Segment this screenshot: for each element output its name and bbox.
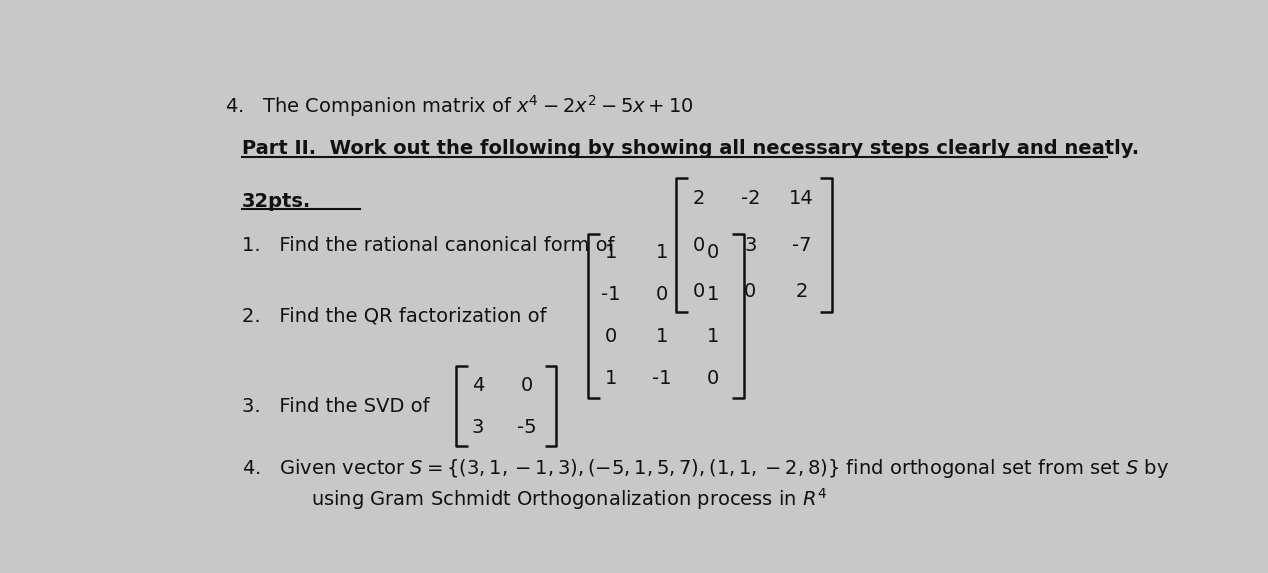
Text: 14: 14 — [789, 190, 814, 209]
Text: 0: 0 — [744, 282, 757, 301]
Text: 4.   Given vector $S = \{(3,1,-1,3),(-5,1,5,7),(1,1,-2,8)\}$ find orthogonal set: 4. Given vector $S = \{(3,1,-1,3),(-5,1,… — [242, 457, 1169, 480]
Text: using Gram Schmidt Orthogonalization process in $R^4$: using Gram Schmidt Orthogonalization pro… — [311, 486, 827, 512]
Text: 32pts.: 32pts. — [242, 193, 311, 211]
Text: 1: 1 — [656, 244, 668, 262]
Text: 2.   Find the QR factorization of: 2. Find the QR factorization of — [242, 307, 547, 325]
Text: 2: 2 — [795, 282, 808, 301]
Text: 0: 0 — [605, 327, 616, 346]
Text: 4: 4 — [472, 376, 484, 395]
Text: 2: 2 — [694, 190, 705, 209]
Text: 0: 0 — [706, 369, 719, 388]
Text: -2: -2 — [741, 190, 760, 209]
Text: -5: -5 — [517, 418, 536, 437]
Text: 1: 1 — [605, 244, 618, 262]
Text: 0: 0 — [656, 285, 668, 304]
Text: 0: 0 — [694, 282, 705, 301]
Text: -1: -1 — [652, 369, 672, 388]
Text: 0: 0 — [521, 376, 533, 395]
Text: 1.   Find the rational canonical form of: 1. Find the rational canonical form of — [242, 236, 615, 255]
Text: 3.   Find the SVD of: 3. Find the SVD of — [242, 397, 430, 416]
Text: 4.   The Companion matrix of $x^4 - 2x^2 - 5x + 10$: 4. The Companion matrix of $x^4 - 2x^2 -… — [226, 93, 694, 119]
Text: Part II.  Work out the following by showing all necessary steps clearly and neat: Part II. Work out the following by showi… — [242, 139, 1139, 158]
Text: 0: 0 — [706, 244, 719, 262]
Text: -1: -1 — [601, 285, 620, 304]
Text: 0: 0 — [694, 236, 705, 255]
Text: 1: 1 — [605, 369, 618, 388]
Text: 1: 1 — [706, 327, 719, 346]
Text: 3: 3 — [472, 418, 484, 437]
Text: -7: -7 — [791, 236, 812, 255]
Text: 1: 1 — [706, 285, 719, 304]
Text: 1: 1 — [656, 327, 668, 346]
Text: 3: 3 — [744, 236, 757, 255]
